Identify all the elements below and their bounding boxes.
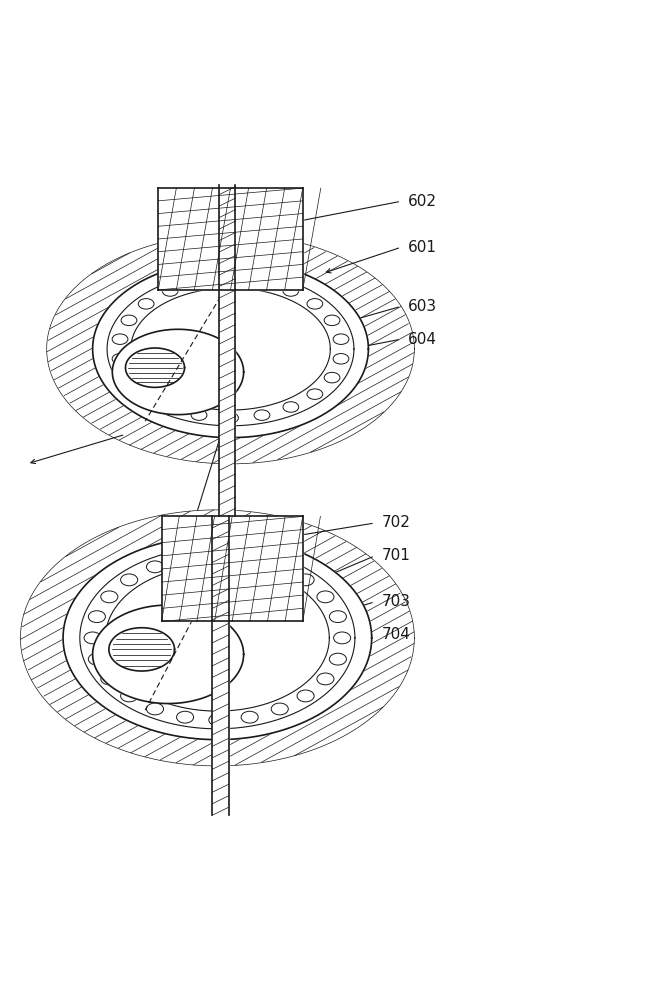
Text: 602: 602: [408, 194, 437, 209]
Ellipse shape: [93, 605, 243, 704]
Ellipse shape: [63, 536, 372, 740]
Text: 604: 604: [408, 332, 437, 347]
Text: 701: 701: [382, 548, 411, 563]
Bar: [162, 516, 303, 621]
Bar: [159, 188, 303, 290]
Ellipse shape: [93, 260, 368, 438]
Text: 601: 601: [408, 240, 437, 255]
Text: 703: 703: [382, 594, 411, 609]
Bar: [213, 516, 229, 815]
Bar: [219, 185, 236, 516]
Text: 702: 702: [382, 515, 411, 530]
Text: 704: 704: [382, 627, 411, 642]
Text: 603: 603: [408, 299, 437, 314]
Ellipse shape: [113, 329, 243, 415]
